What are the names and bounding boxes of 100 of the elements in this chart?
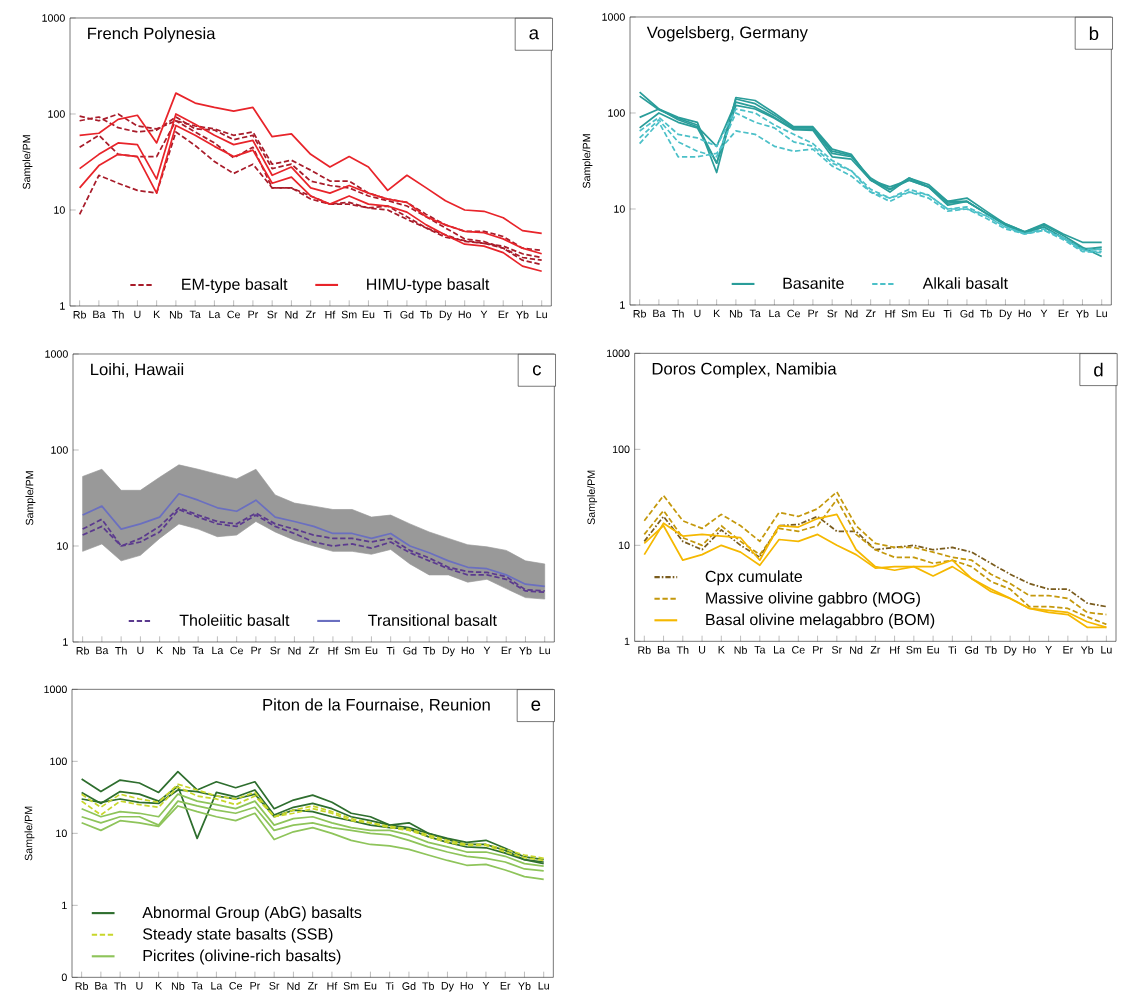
y-tick-label: 100 [612,445,630,454]
x-tick-label: Ba [96,646,109,655]
x-tick-label: Ho [460,982,474,990]
x-tick-label: Zr [305,310,316,319]
x-tick-label: Y [480,310,488,319]
x-tick-label: Yb [1080,646,1094,654]
x-tick-label: Lu [536,310,547,319]
y-tick-label: 10 [56,829,67,838]
x-tick-label: Sm [906,646,922,654]
x-tick-label: Ho [1023,646,1036,654]
text: Doros Complex, Namibia [652,362,837,378]
x-tick-label: Hf [890,646,900,654]
x-tick-label: Ti [383,310,392,319]
x-tick-label: Gd [402,982,416,990]
x-tick-label: Nb [729,309,743,318]
x-tick-label: Ta [189,310,201,319]
x-tick-label: U [694,309,701,318]
x-tick-label: Zr [865,309,876,318]
x-tick-label: Nd [288,646,301,655]
x-tick-label: Dy [999,309,1012,320]
x-tick-label: Er [1058,309,1069,318]
x-tick-label: Hf [885,309,896,318]
x-tick-label: La [769,309,781,318]
x-tick-label: Sr [831,646,842,654]
x-tick-label: La [212,646,224,655]
x-tick-label: Hf [328,646,339,655]
y-tick-label: 0 [61,973,67,982]
x-tick-label: Ba [653,309,666,318]
y-tick-label: 1000 [607,349,630,358]
x-tick-label: Eu [364,982,377,990]
annotation: d [1094,362,1103,377]
legend-label: HIMU-type basalt [367,278,490,294]
legend-label: Alkali basalt [922,277,1008,289]
x-tick-label: Nd [845,309,858,318]
x-tick-label: K [718,646,725,654]
x-tick-label: Gd [960,309,974,318]
x-tick-label: Gd [400,310,414,319]
x-tick-label: Y [1040,309,1048,318]
x-tick-label: Y [483,646,491,655]
x-tick-label: Ta [749,309,761,318]
x-tick-label: Sm [343,982,359,990]
x-tick-label: Th [112,310,124,319]
x-tick-label: Th [114,982,126,990]
x-tick-label: K [713,309,721,318]
x-tick-label: Rb [633,309,646,318]
x-tick-label: K [155,982,163,990]
x-tick-label: Ce [787,309,800,318]
y-tick-label: 1 [60,302,65,310]
annotation: a [529,29,540,40]
text: French Polynesia [88,27,216,43]
x-tick-label: Ti [385,982,394,990]
x-tick-label: Y [1045,646,1052,654]
x-tick-label: U [137,646,144,655]
chart-title: Loihi, Hawaii [91,363,184,378]
y-tick-label: 100 [51,446,68,454]
y-tick-label: 1 [63,638,68,646]
x-tick-label: Er [498,310,509,319]
x-tick-label: Zr [870,646,881,654]
x-tick-label: Eu [927,646,939,654]
x-tick-label: Eu [365,646,378,655]
y-tick-label: 1 [624,637,630,645]
x-tick-label: Yb [518,982,531,990]
y-tick-label: 1 [620,301,625,309]
x-tick-label: Nb [734,646,747,654]
x-tick-label: Th [676,646,689,654]
x-tick-label: Th [672,309,684,318]
legend-label: Transitional basalt [368,614,497,626]
x-tick-label: Eu [362,310,375,319]
x-tick-label: Hf [327,982,338,990]
x-tick-label: Sr [269,982,280,990]
x-tick-label: Rb [76,646,89,655]
x-tick-label: Sr [827,309,838,318]
x-tick-label: Er [501,646,512,655]
legend-label: Picrites (olivine-rich basalts) [143,949,341,965]
x-tick-label: Eu [922,309,935,318]
y-tick-label: 1000 [45,350,68,358]
x-tick-label: Gd [403,646,417,655]
x-tick-label: Yb [1076,309,1089,318]
x-tick-label: Yb [519,646,532,655]
x-tick-label: Y [482,982,490,990]
x-tick-label: Sr [270,646,281,655]
x-tick-label: Ta [191,982,203,990]
x-tick-label: Ta [754,646,766,654]
x-tick-label: Rb [638,646,651,654]
x-tick-label: Tb [420,310,432,319]
x-tick-label: Hf [325,310,336,319]
x-tick-label: Nb [172,646,186,655]
x-tick-label: Ce [229,982,242,990]
x-tick-label: Lu [538,982,549,990]
x-tick-label: Nb [171,982,185,990]
x-tick-label: Ho [458,310,472,319]
x-tick-label: Pr [813,646,823,654]
x-tick-label: Ba [95,982,108,990]
y-tick-label: 100 [50,757,67,766]
x-tick-label: Ti [386,646,395,655]
x-tick-label: Ho [461,646,475,655]
x-tick-label: Nd [285,310,298,319]
legend-label: Massive olivine gabbro (MOG) [706,591,920,607]
x-tick-label: Dy [442,646,455,657]
x-tick-label: K [153,310,161,319]
